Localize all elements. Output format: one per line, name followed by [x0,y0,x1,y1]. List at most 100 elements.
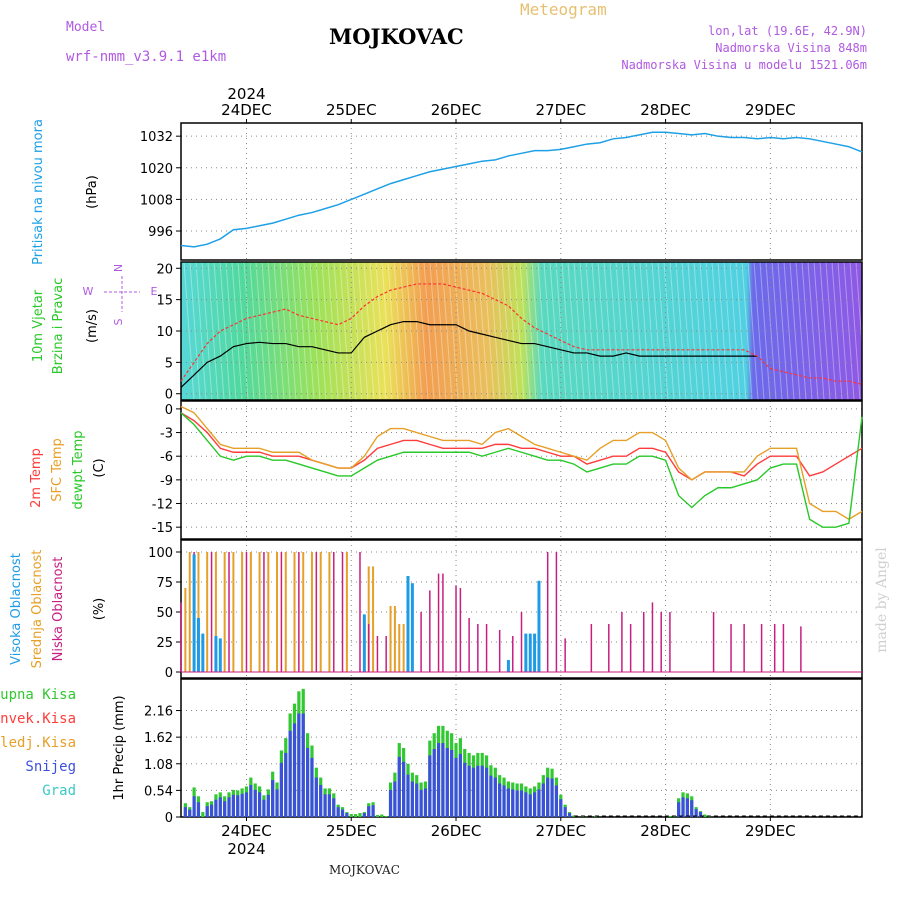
clouds-ytick-label: 50 [156,606,173,621]
cloud-bar [669,612,671,672]
cloud-ylabel-high: Visoka Oblacnost [9,553,24,665]
precip-bar [489,775,493,817]
wind-barb-streak [357,261,369,401]
precip-bar [257,792,262,817]
precip-bar [537,789,541,817]
wind-panel: 0 5 10 15 20 [156,261,863,403]
precip-bar [707,816,711,817]
pressure-ylabel: Pritisak na nivou mora [31,119,46,265]
precip-bar [358,813,362,817]
precip-bar [218,797,222,817]
precip-bar [279,762,284,817]
precip-bar [327,794,332,817]
wind-barb-streak [573,261,585,401]
year-label-bottom: 2024 [227,840,265,858]
cloud-bar [410,583,414,672]
day-label-top: 26DEC [431,101,482,119]
wind-barb-streak [609,261,621,401]
lonlat-label: lon,lat (19.6E, 42.9N) [708,24,867,38]
precip-bar [436,743,441,817]
precip-bar [415,783,419,817]
cloud-bar [210,552,213,672]
temperature-ytick-label: -15 [152,521,173,536]
clouds-ytick-label: 100 [148,546,173,561]
precip-bar [524,792,528,817]
precip-bar [192,796,196,817]
cloud-bar [760,624,763,672]
precip-ytick-label: 2.16 [144,705,173,720]
precip-bar [323,794,327,817]
wind-barb-streak [657,261,669,401]
wind-barb-streak [297,261,309,401]
footer-location: MOJKOVAC [329,863,400,877]
wind-speed-line [180,320,758,388]
temperature-series-line [180,412,863,481]
cloud-bar [249,552,252,672]
cloud-bar [402,624,405,672]
wind-barb-streak [303,261,315,401]
precip-bar [380,814,384,817]
wind-barb-streak [189,261,201,401]
cloud-bar [263,552,265,672]
precip-legend-item: Snijeg [25,759,76,775]
precip-bar [410,781,414,817]
precip-bar [458,753,462,817]
precip-bar [528,794,532,817]
day-label-top: 24DEC [221,101,272,119]
cloud-bar [214,552,217,672]
precip-bar [681,797,685,817]
wind-barb-streak [417,261,429,401]
day-label-top: 27DEC [535,101,586,119]
wind-barb-streak [459,261,471,401]
precip-bar [445,748,449,817]
cloud-bar [420,612,422,672]
cloud-bar [280,552,283,672]
wind-barb-streak [843,261,855,401]
wind-barb-streak [369,261,381,401]
wind-ytick-label: 20 [156,262,173,277]
precip-bar [319,784,323,817]
cloud-bar [459,588,462,672]
wind-frame [180,261,863,401]
wind-barb-streak [483,261,495,401]
temp-unit-label: (C) [92,458,107,477]
day-label-bottom: 29DEC [745,822,796,840]
cloud-bar [485,624,488,672]
precip-bar [354,814,358,817]
compass-e: E [151,285,158,298]
year-label-top: 2024 [227,85,265,103]
cloud-bar [730,624,732,672]
cloud-unit-label: (%) [92,598,107,621]
wind-barb-streak [597,261,609,401]
cloud-bar [241,552,244,672]
precip-bar [275,789,279,817]
wind-barb-streak [639,261,651,401]
wind-barb-streak [339,261,351,401]
cloud-bar [455,585,457,672]
cloud-bar [506,660,510,672]
cloud-bar [712,612,715,672]
wind-barb-streak [729,261,741,401]
wind-barb-streak [363,261,375,401]
wind-barb-streak [507,261,519,401]
precip-bar [196,802,201,817]
cloud-bar [333,552,335,672]
wind-barb-streak [837,261,849,401]
cloud-bar [192,554,196,672]
cloud-bar [315,552,318,672]
day-label-bottom: 27DEC [535,822,586,840]
precip-bar [371,805,375,817]
precip-bar [506,788,511,817]
wind-barb-streak [279,261,291,401]
pressure-ytick-label: 1008 [140,193,173,208]
wind-barb-streak [693,261,705,401]
precip-bar [345,813,349,817]
precip-bar [236,795,240,817]
precip-bar [550,778,554,817]
precip-bar [397,756,401,817]
cloud-bar [590,624,593,672]
cloud-ylabel-low: Niska Oblacnost [51,557,66,662]
cloud-bar [362,614,366,672]
wind-ytick-label: 5 [165,356,173,371]
